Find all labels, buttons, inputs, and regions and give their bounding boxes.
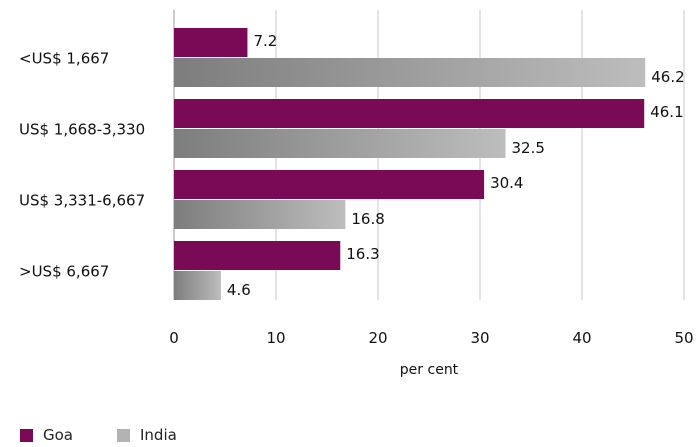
category-label: <US$ 1,667 — [19, 50, 109, 68]
data-label-goa: 16.3 — [346, 245, 379, 263]
bar-india — [174, 129, 506, 158]
category-label: US$ 3,331-6,667 — [19, 192, 145, 210]
x-axis-title: per cent — [400, 362, 459, 378]
x-tick-label: 10 — [266, 329, 285, 347]
x-tick-label: 40 — [572, 329, 591, 347]
x-tick-label: 30 — [470, 329, 489, 347]
bar-india — [174, 200, 346, 229]
bar-india — [174, 271, 221, 300]
category-label: >US$ 6,667 — [19, 263, 109, 281]
legend-item-goa: Goa — [0, 426, 73, 444]
category-label: US$ 1,668-3,330 — [19, 121, 145, 139]
bar-india — [174, 58, 646, 87]
data-label-india: 32.5 — [512, 139, 545, 157]
data-label-goa: 7.2 — [253, 32, 277, 50]
labels: 0 10 20 30 40 50 <US$ 1,667 7.2 46.2 US$ 1,668-3,… — [19, 32, 694, 347]
legend-swatch-goa — [20, 428, 33, 442]
bar-goa — [174, 99, 645, 128]
data-label-india: 4.6 — [227, 281, 251, 299]
bar-goa — [174, 28, 248, 57]
x-tick-label: 0 — [169, 329, 179, 347]
data-label-india: 16.8 — [351, 210, 384, 228]
legend-label-goa: Goa — [43, 426, 73, 444]
data-label-goa: 30.4 — [490, 174, 523, 192]
data-label-goa: 46.1 — [650, 103, 683, 121]
bar-goa — [174, 170, 485, 199]
x-tick-label: 50 — [674, 329, 693, 347]
data-label-india: 46.2 — [651, 68, 684, 86]
x-tick-label: 20 — [368, 329, 387, 347]
legend-swatch-india — [117, 428, 130, 442]
bars — [174, 28, 646, 300]
legend-label-india: India — [140, 426, 177, 444]
legend: Goa India — [0, 425, 199, 445]
bar-goa — [174, 241, 341, 270]
legend-item-india: India — [95, 426, 177, 444]
chart: 0 10 20 30 40 50 <US$ 1,667 7.2 46.2 US$ 1,668-3,… — [19, 10, 694, 378]
